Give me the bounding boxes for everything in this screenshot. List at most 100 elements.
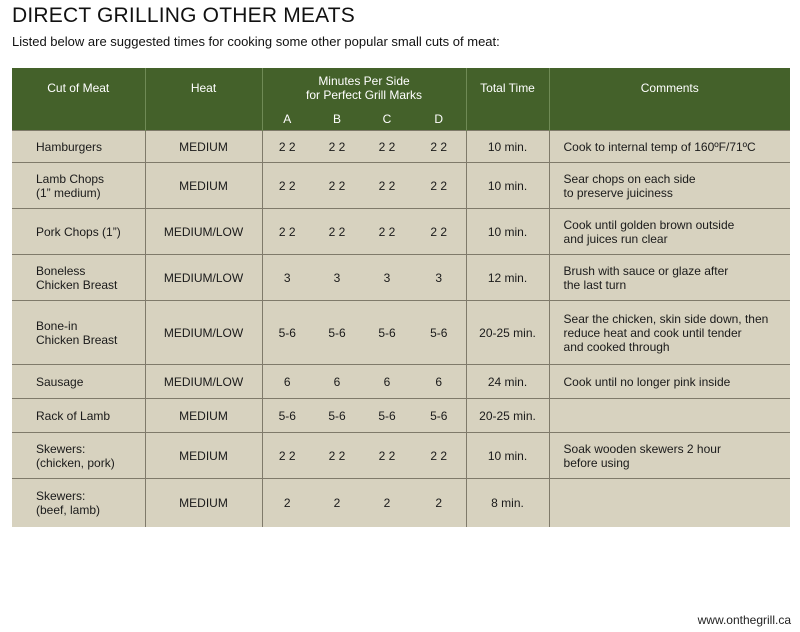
cell-minutes-b: 2 2 [312, 432, 362, 479]
table-row: Sausage MEDIUM/LOW 6 6 6 6 24 min. Cook until n… [12, 364, 791, 399]
page-title: DIRECT GRILLING OTHER MEATS [12, 4, 355, 27]
cell-heat: MEDIUM [145, 478, 263, 527]
cell-minutes-b: 3 [312, 254, 362, 301]
cell-total-time: 10 min. [466, 432, 550, 479]
cell-comments: Cook until golden brown outside and juice… [549, 208, 791, 255]
comment-line: and cooked through [563, 339, 670, 354]
subheader-d: D [412, 108, 467, 131]
table-row: Bone-in Chicken Breast MEDIUM/LOW 5-6 5-6 5-6… [12, 300, 791, 365]
table-row: Rack of Lamb MEDIUM 5-6 5-6 5-6 5-6 20-25 min. [12, 398, 791, 433]
table-row: Boneless Chicken Breast MEDIUM/LOW 3 3 3 3 12 m… [12, 254, 791, 301]
table-subheader-row: A B C D [12, 108, 791, 131]
cell-minutes-a: 5-6 [262, 300, 312, 365]
comment-line: Cook until golden brown outside [563, 217, 735, 232]
cell-total-time: 10 min. [466, 130, 550, 163]
header-total-time: Total Time [466, 68, 550, 108]
cell-minutes-d: 6 [412, 364, 467, 399]
cell-minutes-d: 2 [412, 478, 467, 527]
cell-minutes-d: 2 2 [412, 130, 467, 163]
cell-heat: MEDIUM [145, 130, 263, 163]
header-minutes-line-2: for Perfect Grill Marks [306, 88, 423, 102]
cell-minutes-d: 5-6 [412, 300, 467, 365]
header-minutes-per-side: Minutes Per Side for Perfect Grill Marks [262, 68, 467, 108]
cell-heat: MEDIUM [145, 162, 263, 209]
cell-total-time: 10 min. [466, 208, 550, 255]
cell-minutes-a: 2 [262, 478, 312, 527]
cell-comments: Brush with sauce or glaze after the last … [549, 254, 791, 301]
cell-minutes-b: 6 [312, 364, 362, 399]
cell-minutes-a: 6 [262, 364, 312, 399]
cell-minutes-b: 2 [312, 478, 362, 527]
cell-minutes-a: 5-6 [262, 398, 312, 433]
cell-cut-of-meat: Boneless Chicken Breast [12, 254, 146, 301]
cut-of-meat-line: (beef, lamb) [36, 502, 101, 517]
cell-heat: MEDIUM/LOW [145, 254, 263, 301]
comment-line: before using [563, 455, 630, 470]
cell-minutes-c: 3 [362, 254, 412, 301]
cell-total-time: 20-25 min. [466, 398, 550, 433]
cell-minutes-d: 2 2 [412, 162, 467, 209]
cut-of-meat-line: Boneless [36, 263, 86, 278]
cell-minutes-c: 6 [362, 364, 412, 399]
cell-heat: MEDIUM/LOW [145, 364, 263, 399]
header-cut: Cut of Meat [12, 68, 146, 108]
cell-minutes-c: 2 2 [362, 130, 412, 163]
table-header-row: Cut of Meat Heat Minutes Per Side for Pe… [12, 68, 791, 108]
cell-total-time: 24 min. [466, 364, 550, 399]
cut-of-meat-line: Sausage [36, 374, 84, 389]
header-minutes-line-1: Minutes Per Side [318, 74, 410, 88]
subheader-blank-heat [145, 108, 263, 131]
cell-cut-of-meat: Hamburgers [12, 130, 146, 163]
header-comments: Comments [549, 68, 791, 108]
cut-of-meat-line: Chicken Breast [36, 332, 118, 347]
cell-minutes-b: 2 2 [312, 208, 362, 255]
cell-minutes-a: 2 2 [262, 432, 312, 479]
cell-minutes-b: 2 2 [312, 130, 362, 163]
cell-minutes-c: 5-6 [362, 300, 412, 365]
cell-comments: Sear chops on each side to preserve juici… [549, 162, 791, 209]
cell-comments: Soak wooden skewers 2 hour before using [549, 432, 791, 479]
cell-heat: MEDIUM/LOW [145, 208, 263, 255]
cell-minutes-d: 2 2 [412, 208, 467, 255]
cell-minutes-a: 2 2 [262, 162, 312, 209]
comment-line: Soak wooden skewers 2 hour [563, 441, 721, 456]
cell-minutes-b: 5-6 [312, 398, 362, 433]
cell-heat: MEDIUM [145, 398, 263, 433]
cell-minutes-b: 2 2 [312, 162, 362, 209]
cell-minutes-c: 2 2 [362, 208, 412, 255]
cell-minutes-d: 2 2 [412, 432, 467, 479]
cut-of-meat-line: (chicken, pork) [36, 455, 115, 470]
cell-minutes-c: 2 [362, 478, 412, 527]
comment-line: and juices run clear [563, 231, 668, 246]
cut-of-meat-line: Lamb Chops [36, 171, 105, 186]
page-subtitle: Listed below are suggested times for coo… [12, 34, 500, 49]
cut-of-meat-line: Hamburgers [36, 139, 103, 154]
table-row: Skewers: (beef, lamb) MEDIUM 2 2 2 2 8 min. [12, 478, 791, 527]
cell-cut-of-meat: Skewers: (beef, lamb) [12, 478, 146, 527]
subheader-blank-total [466, 108, 550, 131]
header-heat: Heat [145, 68, 263, 108]
cell-cut-of-meat: Lamb Chops (1” medium) [12, 162, 146, 209]
cut-of-meat-line: (1” medium) [36, 185, 101, 200]
cell-comments: Sear the chicken, skin side down, then re… [549, 300, 791, 365]
comment-line: to preserve juiciness [563, 185, 673, 200]
comment-line: Brush with sauce or glaze after [563, 263, 729, 278]
comment-line: Cook until no longer pink inside [563, 374, 731, 389]
subheader-blank-cut [12, 108, 146, 131]
cell-cut-of-meat: Sausage [12, 364, 146, 399]
cell-comments [549, 478, 791, 527]
comment-line: Sear chops on each side [563, 171, 696, 186]
cell-cut-of-meat: Skewers: (chicken, pork) [12, 432, 146, 479]
subheader-c: C [362, 108, 412, 131]
subheader-b: B [312, 108, 362, 131]
website-url: www.onthegrill.ca [697, 613, 791, 627]
comment-line: the last turn [563, 277, 627, 292]
grilling-times-table: Cut of Meat Heat Minutes Per Side for Pe… [12, 68, 791, 527]
cell-minutes-c: 2 2 [362, 162, 412, 209]
cell-total-time: 20-25 min. [466, 300, 550, 365]
